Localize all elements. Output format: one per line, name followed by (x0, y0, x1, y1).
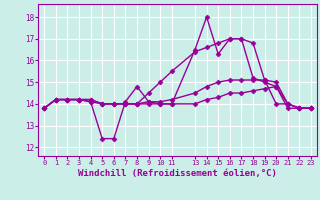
X-axis label: Windchill (Refroidissement éolien,°C): Windchill (Refroidissement éolien,°C) (78, 169, 277, 178)
